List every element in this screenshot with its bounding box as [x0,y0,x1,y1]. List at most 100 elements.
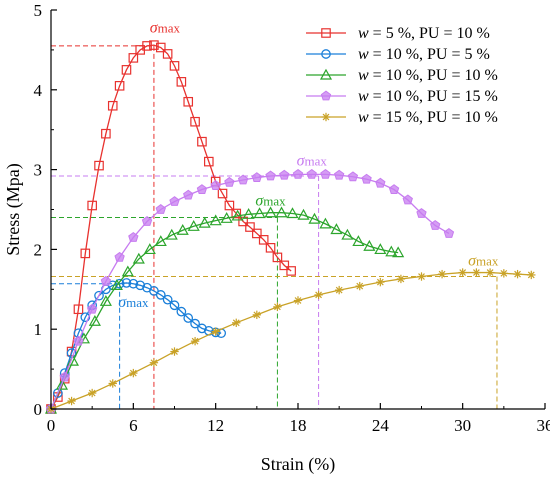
data-point [169,196,180,206]
data-point [128,53,139,63]
y-tick-label: 2 [34,240,43,259]
data-point [286,207,299,219]
x-tick-label: 18 [290,416,307,435]
y-tick-label: 0 [34,400,43,419]
series-line-1 [50,282,222,410]
data-point [141,216,153,226]
data-point [143,243,156,255]
data-point [375,177,386,188]
data-point [204,156,214,167]
data-point [176,306,187,317]
data-point [231,209,244,221]
data-point [135,280,146,291]
data-point [169,300,180,311]
data-point [237,174,249,185]
data-point [176,223,189,235]
data-point [430,220,441,230]
legend-marker [321,112,331,122]
data-point [128,278,139,289]
series-0 [46,40,296,414]
legend: w = 5 %, PU = 10 % w = 10 %, PU = 5 % w = … [306,25,498,126]
data-point [211,327,220,336]
data-point [73,335,84,346]
data-point [472,268,481,277]
data-point [59,371,70,382]
data-point [198,216,211,228]
sigma-max-label-0: σmax [150,19,181,36]
x-tick-label: 24 [372,416,390,435]
y-axis-title: Stress (Mpa) [3,163,24,256]
data-point [197,136,207,147]
series-2 [44,206,405,414]
data-point [231,208,242,219]
data-point [80,312,91,323]
legend-entry-2: w = 10 %, PU = 10 % [306,67,498,84]
data-point [210,180,221,190]
data-point [190,336,200,346]
data-point [108,379,117,388]
legend-marker [321,28,331,38]
data-point [121,65,132,75]
data-point [73,304,84,315]
data-point [224,200,235,211]
data-point [80,248,91,259]
data-point [170,347,179,356]
data-point [87,200,97,211]
y-tick-label: 3 [34,161,43,180]
data-point [129,368,138,378]
data-point [162,294,173,305]
data-point [238,216,248,227]
legend-entry-1: w = 10 %, PU = 5 % [306,46,490,63]
data-point [154,235,167,247]
data-point [183,189,194,200]
data-point [330,223,343,235]
data-point [334,285,344,295]
data-point [220,212,233,223]
data-point [100,275,112,286]
data-point [187,219,200,231]
data-point [245,222,255,232]
data-point [352,235,365,247]
data-point [242,208,255,219]
series-3 [45,168,455,414]
data-point [306,168,317,179]
data-point [293,296,303,305]
data-point [458,268,467,277]
series-line-2 [50,212,399,410]
data-point [286,266,296,276]
data-point [99,294,112,306]
data-point [121,278,132,288]
legend-label: w = 10 %, PU = 5 % [358,46,490,63]
legend-marker [320,90,332,101]
data-point [142,41,152,51]
data-point [155,290,166,300]
data-point [341,228,354,240]
data-point [273,302,282,312]
legend-label: w = 5 %, PU = 10 % [358,25,490,42]
data-point [252,228,262,239]
data-point [55,378,69,390]
data-point [376,277,385,287]
series-layer [44,40,536,414]
data-point [169,61,180,71]
x-axis-title: Strain (%) [261,454,335,475]
data-point [162,49,173,59]
data-point [252,310,262,320]
data-point [402,194,413,205]
data-point [209,214,222,226]
data-point [190,116,200,127]
data-point [272,252,283,263]
data-point [94,160,104,171]
data-point [197,323,207,334]
x-tick-label: 30 [454,416,471,435]
data-point [374,243,387,255]
data-point [355,281,364,291]
data-point [297,208,310,220]
data-point [155,204,166,214]
data-point [333,169,345,180]
data-point [251,172,263,182]
data-point [114,251,125,262]
series-line-3 [50,173,450,410]
x-tick-label: 36 [537,416,550,435]
